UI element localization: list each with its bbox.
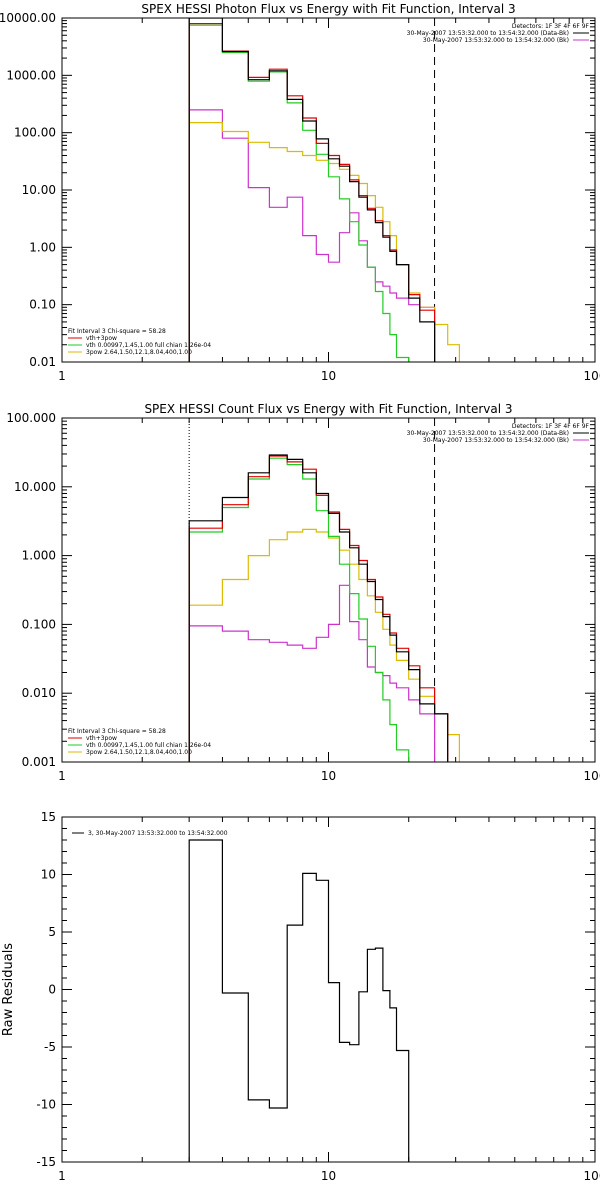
panel-3: 1 10 100 -15 -10 -5 0 5 10 15 Raw Residuals 3, 30-M… <box>1 810 600 1183</box>
x-tick-label: 1 <box>58 369 66 383</box>
panel-1: SPEX HESSI Photon Flux vs Energy with Fi… <box>0 2 600 383</box>
x-tick-label: 100 <box>584 369 600 383</box>
y-tick-label: 0.10 <box>29 298 56 312</box>
x-tick-label: 100 <box>584 1169 600 1183</box>
y-axis-label: Raw Residuals <box>1 943 16 1036</box>
series-bk-line <box>188 584 436 762</box>
legend-bottom-entry: 3pow 2.64,1.50,12.1,8.04,400,1.00 <box>86 749 192 756</box>
panel-2: SPEX HESSI Count Flux vs Energy with Fit… <box>6 402 600 783</box>
y-tick-label: 1000.00 <box>6 68 56 82</box>
x-tick-label: 100 <box>584 769 600 783</box>
series-group <box>188 454 460 762</box>
plot-frame <box>61 816 596 1163</box>
legend-top-left-entry: 3, 30-May-2007 13:53:32.000 to 13:54:32.… <box>88 830 228 837</box>
y-tick-label: 10000.00 <box>0 11 56 25</box>
legend-top-entry: 30-May-2007 13:53:32.000 to 13:54:32.000… <box>407 30 569 37</box>
y-tick-label: 1.000 <box>22 549 56 563</box>
y-tick-label: 100.000 <box>6 411 56 425</box>
series-vth_spav-line <box>188 455 449 762</box>
plot-frame <box>61 417 596 763</box>
y-tick-label: 5 <box>48 925 56 939</box>
legend-bottom-entry: vth+3pow <box>86 735 117 742</box>
series-vth-line <box>188 457 410 762</box>
y-tick-label: 10.000 <box>14 480 56 494</box>
series-data-line <box>188 18 436 362</box>
x-tick-label: 1 <box>58 769 66 783</box>
series-data-line <box>188 839 410 1162</box>
legend-top-entry: 30-May-2007 13:53:32.000 to 13:54:32.000… <box>407 430 569 437</box>
legend-top-entry: Detectors: 1F 3F 4F 6F 9F <box>512 423 590 430</box>
series-data-line <box>188 454 449 762</box>
x-tick-label: 10 <box>321 769 336 783</box>
series-vth_spav-line <box>188 23 436 362</box>
y-tick-label: 100.00 <box>14 126 56 140</box>
chart-title-2: SPEX HESSI Count Flux vs Energy with Fit… <box>144 402 512 416</box>
y-tick-label: 0.01 <box>29 355 56 369</box>
legend-top-entry: 30-May-2007 13:53:32.000 to 13:54:32.000… <box>423 37 569 44</box>
y-tick-label: 1.00 <box>29 240 56 254</box>
series-spav-line <box>188 528 460 762</box>
y-tick-label: 0.010 <box>22 686 56 700</box>
legend-top-entry: 30-May-2007 13:53:32.000 to 13:54:32.000… <box>423 437 569 444</box>
y-tick-label: -10 <box>36 1098 56 1112</box>
legend-top-entry: Detectors: 1F 3F 4F 6F 9F <box>512 23 590 30</box>
legend-bottom-entry: vth 0.00997,1.45,1.00 full chian 1.26e-0… <box>86 342 211 349</box>
y-tick-label: 10 <box>41 868 56 882</box>
y-tick-label: 0.100 <box>22 617 56 631</box>
x-tick-label: 10 <box>321 369 336 383</box>
plot-frame <box>61 17 596 363</box>
chart-title-1: SPEX HESSI Photon Flux vs Energy with Fi… <box>141 2 515 16</box>
legend-bottom-entry: Fit Interval 3 Chi-square = 58.28 <box>68 728 166 735</box>
y-tick-label: -15 <box>36 1155 56 1169</box>
series-spav-line <box>188 122 460 362</box>
series-bk-line <box>188 109 436 362</box>
y-tick-label: 0 <box>48 983 56 997</box>
y-tick-label: 10.00 <box>22 183 56 197</box>
legend-bottom-entry: vth 0.00997,1.45,1.00 full chian 1.26e-0… <box>86 742 211 749</box>
legend-bottom-entry: Fit Interval 3 Chi-square = 58.28 <box>68 328 166 335</box>
x-tick-label: 10 <box>321 1169 336 1183</box>
series-vth-line <box>188 24 410 362</box>
series-group <box>188 18 460 362</box>
x-tick-label: 1 <box>58 1169 66 1183</box>
y-tick-label: 0.001 <box>22 755 56 769</box>
legend-bottom-entry: vth+3pow <box>86 335 117 342</box>
y-tick-label: -5 <box>44 1040 56 1054</box>
legend-bottom-entry: 3pow 2.64,1.50,12.1,8.04,400,1.00 <box>86 349 192 356</box>
y-tick-label: 15 <box>41 810 56 824</box>
series-group <box>188 839 410 1162</box>
